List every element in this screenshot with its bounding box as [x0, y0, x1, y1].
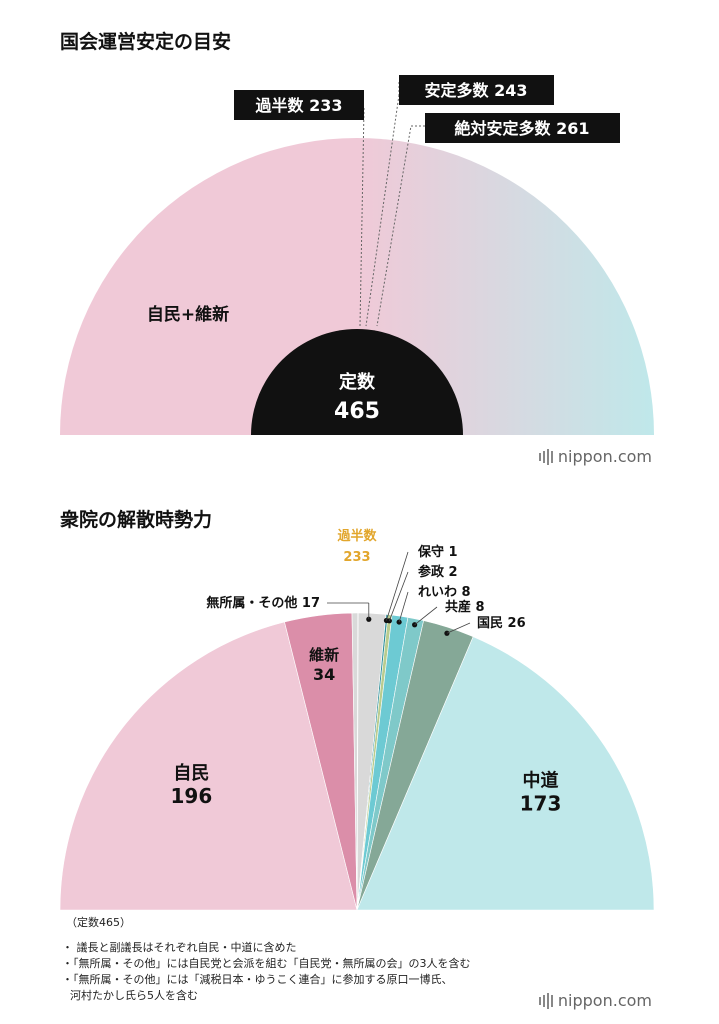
callout-dot-2 — [366, 616, 372, 622]
wedge-0 — [59, 621, 358, 911]
callout-majority-text: 過半数 233 — [255, 96, 343, 115]
footnote-3-cont: 河村たかし氏ら5人を含む — [70, 989, 198, 1002]
callout-stable-majority: 安定多数 243 — [399, 75, 554, 105]
logo-icon — [538, 448, 553, 465]
top-section-label: 自民+維新 — [147, 304, 229, 325]
callout-line-5 — [398, 591, 409, 623]
callout-absolute-majority: 絶対安定多数 261 — [425, 113, 620, 143]
callout-line-6 — [414, 606, 438, 626]
callout-label-7: 国民 26 — [477, 616, 526, 631]
total-seats-note: （定数465） — [66, 916, 131, 929]
top-chart: 自民+維新 定数 465 過半数 233 安定多数 243 絶対安定多数 261 — [60, 75, 654, 435]
top-semicircle — [60, 138, 654, 435]
callout-stable-text: 安定多数 243 — [425, 81, 528, 100]
majority-value: 233 — [343, 550, 370, 565]
callout-label-5: れいわ 8 — [418, 585, 471, 600]
callout-label-4: 参政 2 — [418, 564, 458, 580]
logo-icon — [538, 992, 553, 1009]
label-0: 自民 — [173, 762, 209, 784]
majority-label: 過半数 — [336, 528, 377, 544]
callout-line-7 — [446, 622, 471, 634]
footnote-2: ・「無所属・その他」には自民党と会派を組む「自民党・無所属の会」の3人を含む — [62, 957, 471, 970]
label-1: 維新 — [309, 646, 339, 664]
logo-text: nippon.com — [557, 991, 652, 1010]
callout-absolute-text: 絶対安定多数 261 — [455, 119, 590, 138]
value-0: 196 — [170, 784, 212, 808]
callout-label-2: 無所属・その他 17 — [206, 595, 320, 611]
value-1: 34 — [313, 665, 335, 684]
wedge-8 — [356, 636, 655, 911]
nippon-logo-top: nippon.com — [538, 447, 652, 466]
top-center-disc — [251, 329, 463, 435]
nippon-logo-bottom: nippon.com — [538, 991, 652, 1010]
callout-line-stable — [365, 94, 400, 327]
footnotes: ・ 議長と副議長はそれぞれ自民・中道に含めた ・「無所属・その他」には自民党と会… — [62, 940, 471, 1004]
top-center-label: 定数 — [339, 371, 376, 393]
top-chart-title: 国会運営安定の目安 — [60, 31, 232, 53]
callout-dot-4 — [386, 618, 392, 624]
bottom-chart-wedges — [59, 612, 655, 911]
value-8: 173 — [520, 792, 562, 816]
callout-label-6: 共産 8 — [445, 599, 485, 615]
label-8: 中道 — [522, 770, 558, 792]
footnote-3: ・「無所属・その他」には「減税日本・ゆうこく連合」に参加する原口一博氏、 — [62, 973, 453, 986]
callout-line-3 — [386, 551, 409, 621]
callout-line-4 — [388, 571, 409, 621]
callout-line-majority — [359, 107, 365, 327]
callout-label-3: 保守 1 — [417, 544, 458, 560]
logo-text: nippon.com — [557, 447, 652, 466]
callout-majority: 過半数 233 — [234, 90, 364, 120]
majority-divider — [356, 613, 359, 911]
footnote-1: ・ 議長と副議長はそれぞれ自民・中道に含めた — [62, 941, 297, 954]
bottom-chart-title: 衆院の解散時勢力 — [60, 509, 213, 531]
top-center-value: 465 — [334, 399, 380, 424]
callout-line-absolute — [376, 125, 425, 327]
